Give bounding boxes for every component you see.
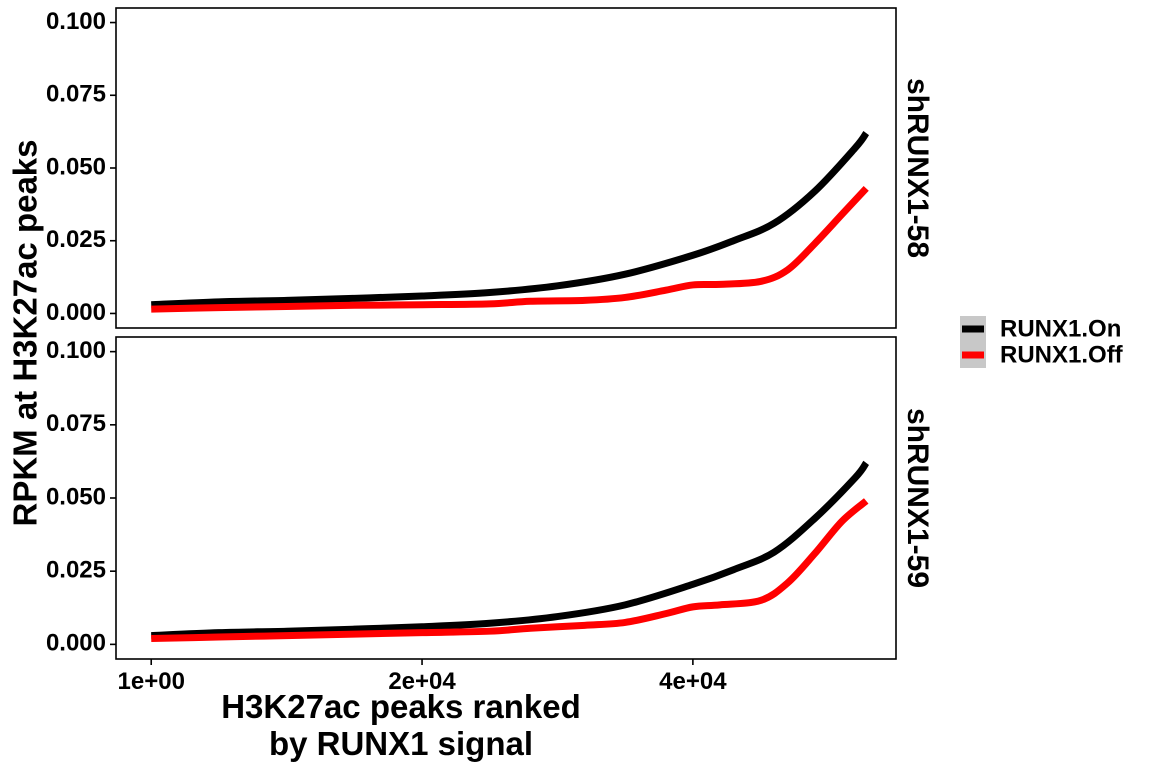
panels-layer: 0.0000.0250.0500.0750.100shRUNX1-580.000… <box>46 7 934 695</box>
y-tick-label: 0.000 <box>46 299 106 326</box>
x-axis-title-line: H3K27ac peaks ranked <box>221 688 581 725</box>
y-tick-label: 0.050 <box>46 153 106 180</box>
panel-2: 0.000 0.025 0.050 0.075 0.100 1e+00 2e+04 4e+04… <box>46 336 934 695</box>
panel-border <box>115 336 897 660</box>
panel-1: 0.000 0.025 0.050 0.075 0.100 shRUNX1-58 <box>46 7 934 329</box>
series-line-runx1-off <box>151 498 869 643</box>
x-axis-title: H3K27ac peaks ranked by RUNX1 signal <box>221 688 581 762</box>
x-axis-title-line: by RUNX1 signal <box>269 725 533 762</box>
y-tick-label: 0.000 <box>46 630 106 657</box>
x-tick-label: 2e+04 <box>388 668 456 695</box>
facet-strip-label: shRUNX1-59 <box>901 408 934 588</box>
y-tick-label: 0.100 <box>46 337 106 364</box>
y-tick-label: 0.075 <box>46 410 106 437</box>
series-line-runx1-on <box>151 460 870 640</box>
panel-border <box>115 7 897 329</box>
y-tick-label: 0.075 <box>46 81 106 108</box>
x-tick-label: 1e+00 <box>118 668 185 695</box>
y-axis-title: RPKM at H3K27ac peaks <box>7 139 44 526</box>
facet-strip-label: shRUNX1-58 <box>901 78 934 258</box>
y-tick-label: 0.050 <box>46 483 106 510</box>
x-tick-label: 4e+04 <box>659 668 727 695</box>
y-tick-label: 0.025 <box>46 557 106 584</box>
legend-label: RUNX1.Off <box>1000 341 1124 368</box>
series-line-runx1-on <box>151 131 870 309</box>
series-line-runx1-off <box>151 185 869 313</box>
legend-label: RUNX1.On <box>1000 315 1121 342</box>
y-tick-label: 0.100 <box>46 8 106 35</box>
y-tick-label: 0.025 <box>46 226 106 253</box>
